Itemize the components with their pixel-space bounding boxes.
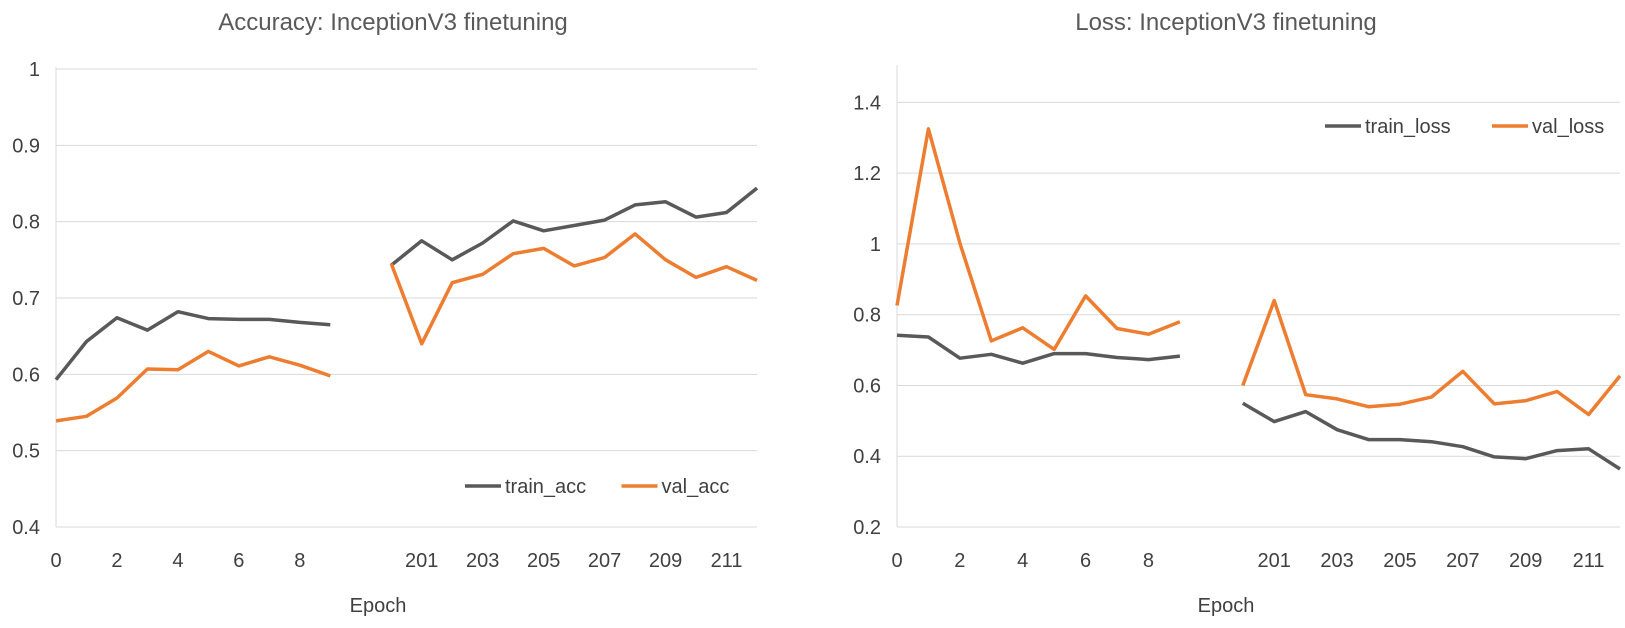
x-tick-label: 211 [1573,550,1605,572]
x-tick-label: 8 [294,550,305,572]
x-tick-label: 2 [954,550,965,572]
x-tick-label: 6 [233,550,244,572]
accuracy-chart: Accuracy: InceptionV3 finetuning Epoch 0… [12,9,759,617]
x-tick-label: 209 [1509,550,1542,572]
x-tick-label: 207 [1446,550,1479,572]
series-line-train_acc [54,309,331,381]
y-tick-label: 0.9 [12,135,40,157]
y-tick-label: 0.8 [12,212,40,234]
series-line-train_loss [896,333,1181,365]
x-tick-label: 205 [1383,550,1416,572]
x-tick-label: 4 [1017,550,1028,572]
x-tick-label: 2 [111,550,122,572]
x-tick-label: 207 [588,550,621,572]
y-tick-label: 0.4 [853,446,881,468]
x-tick-label: 211 [711,550,743,572]
series-line-val_acc [389,232,758,346]
x-tick-label: 8 [1143,550,1154,572]
x-axis-label: Epoch [1198,595,1255,617]
x-tick-label: 4 [172,550,183,572]
y-tick-label: 0.4 [12,517,40,539]
x-tick-label: 209 [649,550,682,572]
chart-title: Accuracy: InceptionV3 finetuning [218,9,568,36]
y-tick-label: 1 [29,59,40,81]
series-line-train_loss [1241,401,1621,471]
y-tick-label: 0.6 [853,375,881,397]
series-line-val_acc [55,349,331,423]
x-tick-label: 0 [50,550,61,572]
chart-title: Loss: InceptionV3 finetuning [1075,9,1377,36]
y-tick-label: 0.6 [12,364,40,386]
series-line-val_loss [1241,298,1622,417]
legend-label: train_loss [1365,116,1451,138]
x-tick-label: 201 [405,550,438,572]
y-tick-label: 1 [870,234,881,256]
legend-label: val_loss [1532,116,1604,138]
y-tick-label: 1.4 [853,92,881,114]
x-tick-label: 205 [527,550,560,572]
x-axis-label: Epoch [350,595,407,617]
x-tick-label: 0 [891,550,902,572]
loss-chart: Loss: InceptionV3 finetuning Epoch 0.2 0.… [853,9,1622,617]
y-tick-label: 0.8 [853,305,881,327]
y-tick-label: 0.5 [12,441,40,463]
x-tick-label: 203 [1320,550,1353,572]
x-tick-label: 201 [1258,550,1291,572]
x-tick-label: 6 [1080,550,1091,572]
y-tick-label: 1.2 [853,163,881,185]
y-tick-label: 0.2 [853,517,881,539]
x-tick-label: 203 [466,550,499,572]
series-line-train_acc [390,186,759,267]
legend-label: train_acc [505,476,586,498]
legend-label: val_acc [662,476,730,498]
series-line-val_loss [895,127,1181,352]
y-tick-label: 0.7 [12,288,40,310]
